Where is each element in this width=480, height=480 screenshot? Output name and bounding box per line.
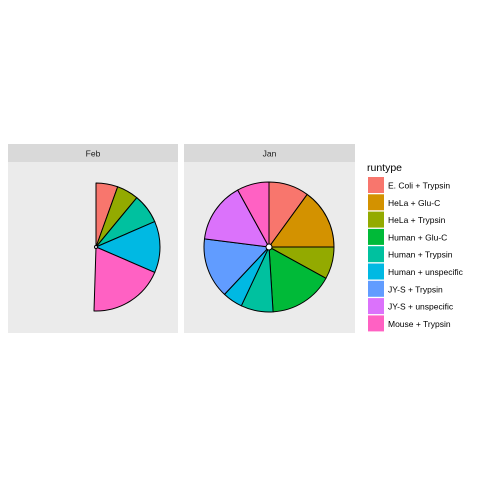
legend-key-jy-s-trypsin: [368, 281, 384, 297]
legend-label-human-unspecific: Human + unspecific: [388, 267, 464, 277]
pie-center-jan: [266, 244, 272, 250]
legend-label-human-trypsin: Human + Trypsin: [388, 250, 453, 260]
pie-center-feb: [95, 246, 98, 249]
legend-label-e-coli-trypsin: E. Coli + Trypsin: [388, 181, 450, 191]
legend-label-hela-glu-c: HeLa + Glu-C: [388, 198, 440, 208]
facet-label-jan: Jan: [263, 149, 277, 159]
legend-label-human-glu-c: Human + Glu-C: [388, 232, 447, 242]
legend-label-jy-s-trypsin: JY-S + Trypsin: [388, 284, 443, 294]
legend-key-mouse-trypsin: [368, 315, 384, 331]
facet-panel-feb: Feb: [8, 144, 178, 333]
legend-key-hela-glu-c: [368, 194, 384, 210]
legend: runtype E. Coli + Trypsin HeLa + Glu-C HeL…: [367, 162, 464, 331]
legend-label-hela-trypsin: HeLa + Trypsin: [388, 215, 446, 225]
legend-key-hela-trypsin: [368, 212, 384, 228]
legend-title: runtype: [367, 162, 402, 174]
facet-label-feb: Feb: [86, 149, 101, 159]
legend-label-jy-s-unspecific: JY-S + unspecific: [388, 302, 454, 312]
legend-key-human-unspecific: [368, 264, 384, 280]
legend-key-jy-s-unspecific: [368, 298, 384, 314]
legend-key-human-glu-c: [368, 229, 384, 245]
legend-key-e-coli-trypsin: [368, 177, 384, 193]
pie-jan: [204, 182, 334, 312]
facet-panel-jan: Jan: [184, 144, 355, 333]
legend-items: E. Coli + Trypsin HeLa + Glu-C HeLa + Tryp…: [368, 177, 464, 331]
legend-label-mouse-trypsin: Mouse + Trypsin: [388, 319, 451, 329]
legend-key-human-trypsin: [368, 246, 384, 262]
